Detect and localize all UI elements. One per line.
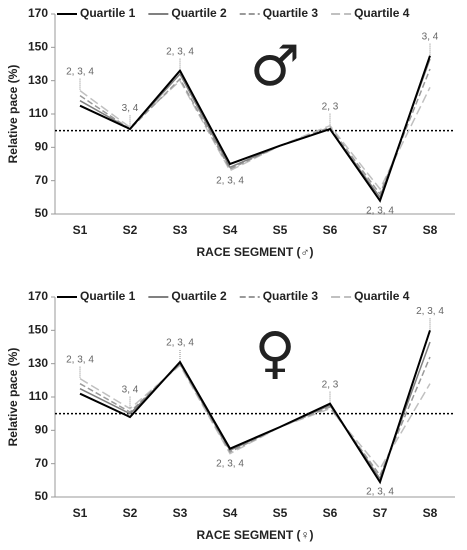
legend-label: Quartile 1 <box>80 6 136 20</box>
annotation: 3, 4 <box>122 103 139 114</box>
y-tick-label: 130 <box>28 73 48 87</box>
annotation: 3, 4 <box>122 384 139 395</box>
sex-symbol: ♂ <box>250 34 300 99</box>
x-tick-label: S8 <box>423 223 438 237</box>
x-tick-label: S4 <box>223 223 238 237</box>
y-axis-label: Relative pace (%) <box>6 348 20 447</box>
series-line <box>79 55 431 203</box>
annotation: 2, 3, 4 <box>66 354 94 365</box>
y-tick-label: 110 <box>29 106 49 120</box>
y-tick-label: 90 <box>35 140 49 154</box>
x-tick-label: S7 <box>373 223 388 237</box>
series-line <box>79 356 431 477</box>
y-tick-label: 70 <box>35 173 49 187</box>
legend-label: Quartile 4 <box>354 6 410 20</box>
x-tick-label: S4 <box>223 506 238 520</box>
annotation: 2, 3, 4 <box>366 205 394 216</box>
x-tick-label: S3 <box>173 506 188 520</box>
x-axis-label: RACE SEGMENT (♀) <box>197 528 314 542</box>
sex-symbol: ♀ <box>254 321 295 386</box>
series-line <box>79 68 431 196</box>
panel: 50 70 90 110 130 150 170 Relative pace (%) RACE … <box>6 289 455 542</box>
annotation: 2, 3, 4 <box>166 46 194 57</box>
y-tick-label: 50 <box>35 489 49 503</box>
x-tick-label: S8 <box>423 506 438 520</box>
annotation: 2, 3, 4 <box>216 175 244 186</box>
annotation: 2, 3 <box>322 379 339 390</box>
y-tick-label: 170 <box>28 289 48 303</box>
annotation: 2, 3 <box>322 101 339 112</box>
annotation: 2, 3, 4 <box>366 487 394 498</box>
x-tick-label: S6 <box>323 506 338 520</box>
legend-label: Quartile 4 <box>354 289 410 303</box>
legend-label: Quartile 3 <box>263 6 319 20</box>
x-tick-label: S7 <box>373 506 388 520</box>
legend-label: Quartile 1 <box>80 289 136 303</box>
legend-label: Quartile 2 <box>171 289 227 303</box>
x-tick-label: S2 <box>123 223 138 237</box>
y-axis-label: Relative pace (%) <box>6 65 20 164</box>
y-tick-label: 90 <box>35 423 49 437</box>
x-tick-label: S5 <box>273 506 288 520</box>
y-tick-label: 150 <box>28 323 48 337</box>
annotation: 2, 3, 4 <box>416 306 444 317</box>
panel: 50 70 90 110 130 150 170 Relative pace (%) RACE … <box>6 6 455 259</box>
y-tick-label: 150 <box>28 40 48 54</box>
annotation: 2, 3, 4 <box>216 458 244 469</box>
legend-label: Quartile 3 <box>263 289 319 303</box>
x-tick-label: S3 <box>173 223 188 237</box>
y-tick-label: 130 <box>28 356 48 370</box>
y-tick-label: 70 <box>35 456 49 470</box>
x-tick-label: S1 <box>73 506 88 520</box>
annotation: 2, 3, 4 <box>66 66 94 77</box>
y-tick-label: 50 <box>35 206 49 220</box>
x-axis-label: RACE SEGMENT (♂) <box>197 245 314 259</box>
x-tick-label: S2 <box>123 506 138 520</box>
x-tick-label: S1 <box>73 223 88 237</box>
legend-label: Quartile 2 <box>171 6 227 20</box>
series-line <box>79 330 431 485</box>
y-tick-label: 170 <box>28 6 48 20</box>
y-tick-label: 110 <box>29 389 49 403</box>
annotation: 3, 4 <box>422 31 439 42</box>
x-tick-label: S6 <box>323 223 338 237</box>
x-tick-label: S5 <box>273 223 288 237</box>
annotation: 2, 3, 4 <box>166 338 194 349</box>
